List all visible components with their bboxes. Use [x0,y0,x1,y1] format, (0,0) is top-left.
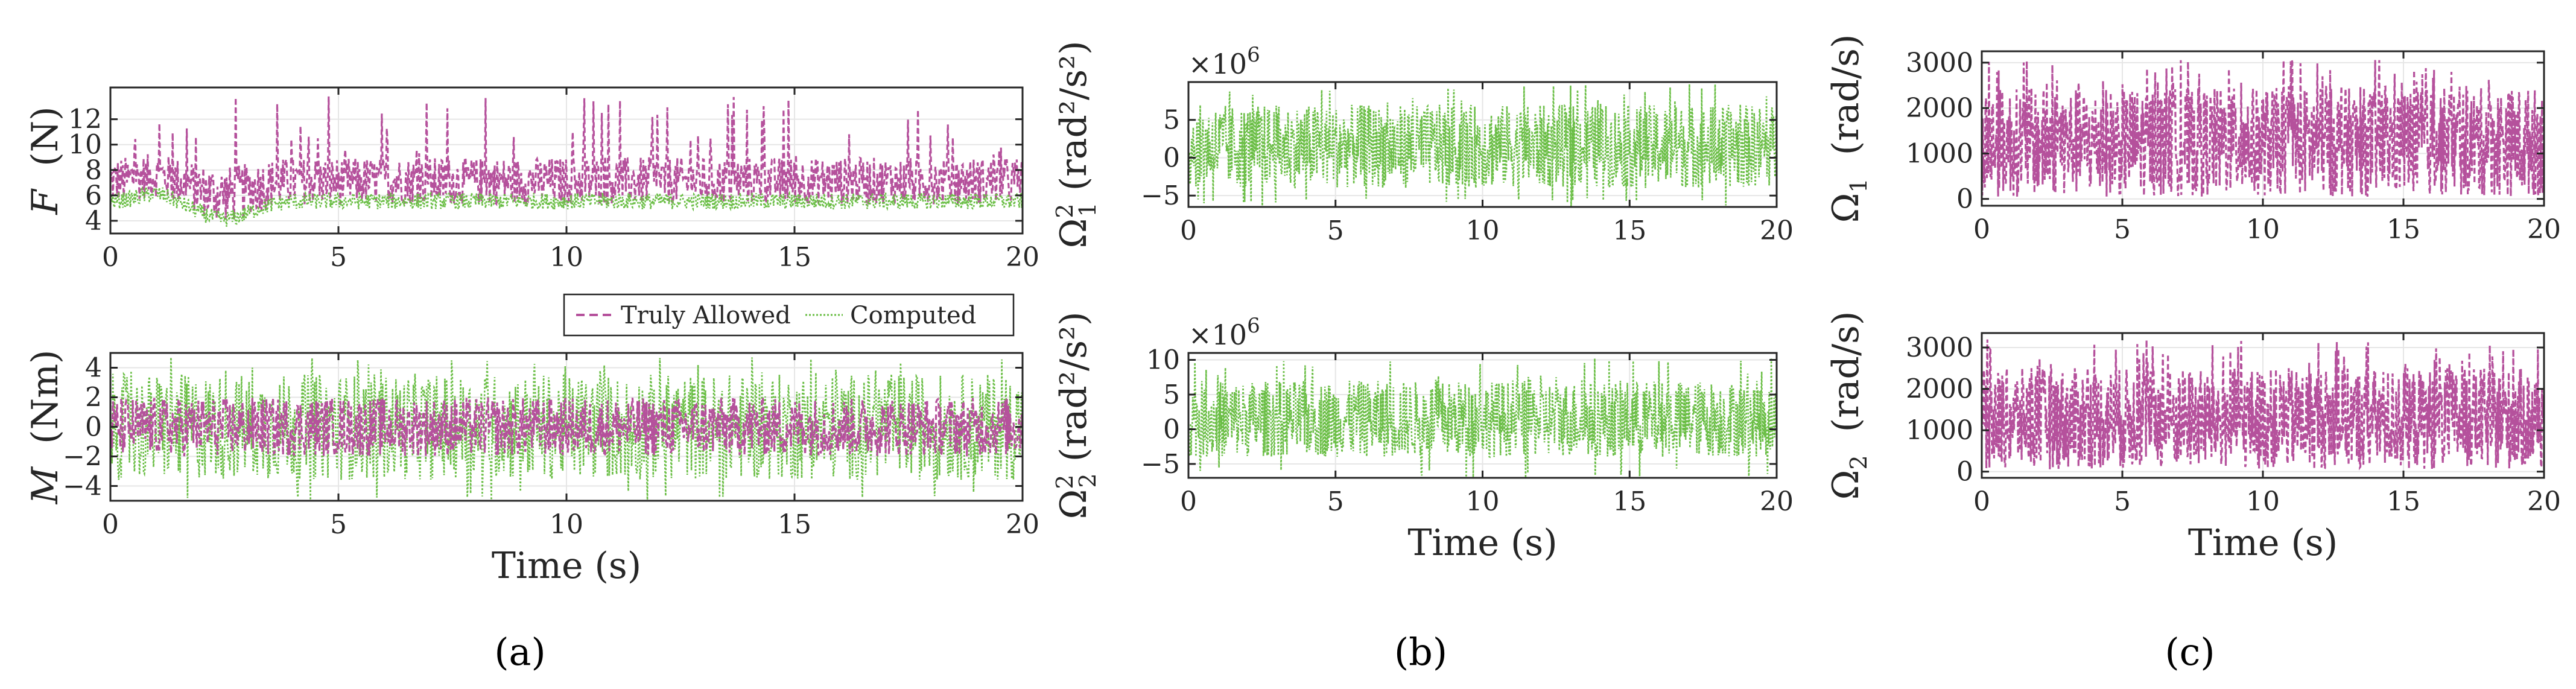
series-group [1982,59,2544,197]
y-tick-label: 10 [1146,345,1180,376]
y-axis-label: Ω22 (rad²/s²) [1052,312,1101,519]
series-line-truly-allowed [1982,339,2544,472]
x-tick-label: 10 [1466,486,1500,517]
y-tick-label: 8 [85,155,102,186]
x-tick-label: 10 [550,242,583,273]
x-tick-label: 15 [778,242,811,273]
x-axis-label: Time (s) [2188,522,2338,564]
x-tick-label: 10 [2246,214,2280,245]
y-axis-label: Ω2 (rad/s) [1825,311,1872,500]
y-tick-label: 0 [1956,184,1973,215]
y-tick-label: 5 [1163,105,1180,136]
y-tick-label: 3000 [1906,48,1973,78]
y-tick-label: 4 [85,206,102,237]
y-tick-label: 2 [85,383,102,413]
x-tick-label: 5 [2114,214,2131,245]
caption-c: (c) [2165,630,2215,674]
x-tick-label: 15 [2387,214,2420,245]
y-tick-label: 1000 [1906,138,1973,169]
x-tick-label: 5 [2114,486,2131,517]
x-tick-label: 15 [778,509,811,540]
legend: Truly Allowed Computed [563,293,1015,337]
y-tick-label: 12 [68,104,102,135]
legend-label-computed: Computed [850,302,976,329]
x-tick-label: 20 [1760,215,1794,246]
x-tick-label: 0 [102,509,119,540]
x-tick-label: 10 [550,509,583,540]
x-tick-label: 0 [1973,214,1990,245]
y-tick-label: 2000 [1906,93,1973,124]
series-line-truly-allowed [110,396,1023,458]
series-group [1982,339,2544,472]
x-tick-label: 5 [330,509,347,540]
x-tick-label: 0 [1973,486,1990,517]
y-tick-label: 4 [85,353,102,384]
exponent-label: ×106 [1188,43,1260,80]
chart-Om2: 0 5 10 15 20 0 1000 2000 3000 Ω2 (rad/s) Time (s) [1825,311,2561,564]
y-axis-label: Ω1 (rad/s) [1825,34,1872,223]
x-tick-label: 20 [1006,509,1039,540]
x-tick-label: 15 [1613,215,1646,246]
y-axis-label: Ω21 (rad²/s²) [1052,41,1101,249]
series-group [110,96,1023,227]
series-line-computed [1188,84,1777,207]
series-line-truly-allowed [110,96,1023,220]
y-tick-label: 5 [1163,379,1180,410]
series-group [110,357,1023,500]
x-tick-label: 5 [1327,486,1344,517]
caption-a: (a) [494,630,545,674]
x-tick-label: 15 [2387,486,2420,517]
y-tick-label: −2 [63,442,102,472]
x-tick-label: 20 [2527,214,2561,245]
y-tick-label: 0 [1956,457,1973,487]
series-line-computed [1188,358,1777,478]
y-tick-label: −4 [63,471,102,502]
legend-box [563,293,1015,337]
x-tick-label: 0 [1180,486,1197,517]
series-group [1188,84,1777,207]
y-tick-label: −5 [1141,180,1180,211]
y-tick-label: 0 [1163,142,1180,173]
y-tick-label: 2000 [1906,374,1973,405]
series-line-truly-allowed [1982,59,2544,197]
y-tick-label: −5 [1141,449,1180,480]
x-tick-label: 10 [1466,215,1500,246]
y-tick-label: 0 [1163,414,1180,445]
x-tick-label: 5 [330,242,347,273]
chart-Om1: 0 5 10 15 20 0 1000 2000 3000 Ω1 (rad/s) [1825,34,2561,245]
x-tick-label: 20 [1006,242,1039,273]
x-axis-label: Time (s) [1407,522,1557,564]
x-tick-label: 0 [102,242,119,273]
x-tick-label: 10 [2246,486,2280,517]
y-tick-label: 1000 [1906,415,1973,446]
legend-label-truly-allowed: Truly Allowed [621,302,791,329]
y-tick-label: 3000 [1906,332,1973,363]
series-line-computed [110,184,1023,227]
series-group [1188,358,1777,478]
exponent-label: ×106 [1188,314,1260,351]
x-tick-label: 20 [1760,486,1794,517]
x-tick-label: 0 [1180,215,1197,246]
y-axis-label: M (Nm) [24,350,66,505]
y-tick-label: 6 [85,180,102,211]
x-tick-label: 20 [2527,486,2561,517]
y-tick-label: 0 [85,412,102,443]
y-axis-label: F (N) [24,106,66,215]
x-tick-label: 5 [1327,215,1344,246]
caption-b: (b) [1394,630,1447,674]
x-axis-label: Time (s) [492,545,641,587]
y-tick-label: 10 [68,130,102,160]
x-tick-label: 15 [1613,486,1646,517]
